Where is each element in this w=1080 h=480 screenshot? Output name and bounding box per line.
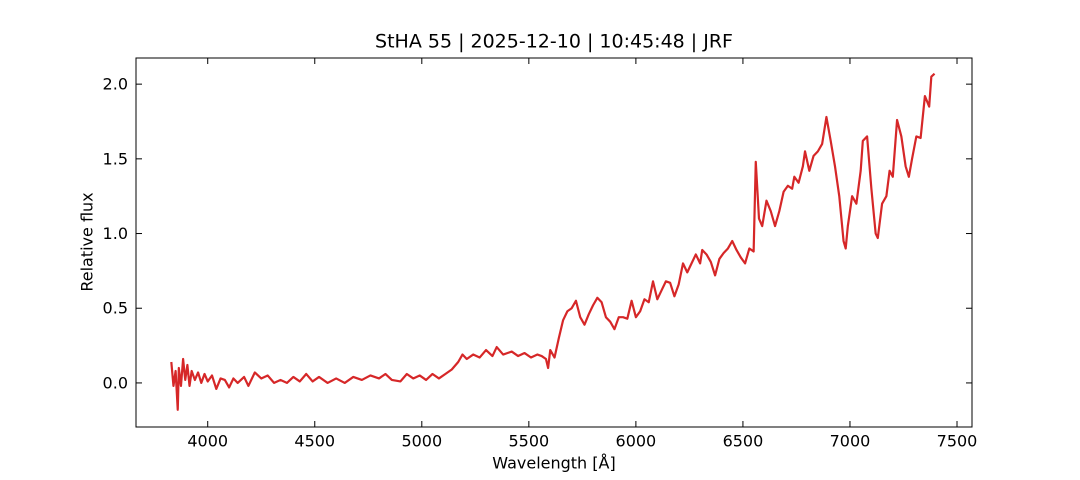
y-tick-label: 1.0 — [103, 224, 128, 243]
x-tick-label: 6500 — [723, 432, 764, 451]
x-tick-label: 6000 — [616, 432, 657, 451]
y-tick-label: 1.5 — [103, 149, 128, 168]
x-tick-label: 7000 — [830, 432, 871, 451]
y-tick-label: 0.5 — [103, 299, 128, 318]
x-tick-label: 7500 — [937, 432, 978, 451]
y-tick-label: 0.0 — [103, 373, 128, 392]
plot-frame — [135, 57, 973, 428]
x-axis-label: Wavelength [Å] — [492, 454, 615, 473]
x-tick-label: 5500 — [508, 432, 549, 451]
chart-title: StHA 55 | 2025-12-10 | 10:45:48 | JRF — [375, 31, 733, 53]
x-tick-label: 4000 — [187, 432, 228, 451]
x-tick-label: 4500 — [294, 432, 335, 451]
spectrum-line — [170, 72, 936, 411]
y-tick-label: 2.0 — [103, 75, 128, 94]
x-tick-label: 5000 — [401, 432, 442, 451]
y-axis-label: Relative flux — [78, 192, 97, 291]
